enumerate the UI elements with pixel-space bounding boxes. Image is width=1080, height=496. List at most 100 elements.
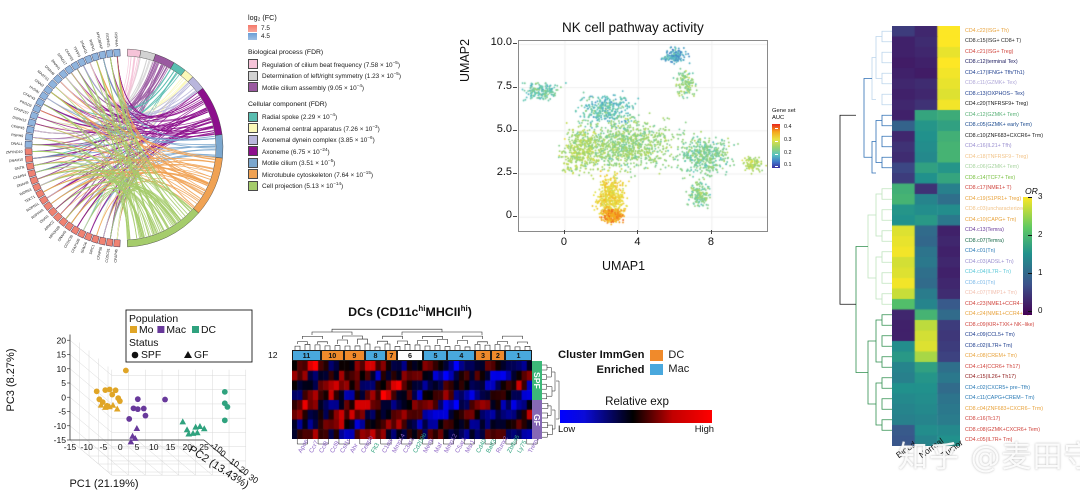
pca-axis-line <box>187 439 230 476</box>
auc-legend-title-1: Gene set <box>772 108 796 114</box>
immgen-legend-text: Cluster ImmGen Enriched <box>558 348 644 378</box>
pca-axis-line <box>120 439 163 476</box>
dendrogram-branch <box>881 377 892 389</box>
dendrogram-branch <box>401 439 413 445</box>
umap-ytick: 5.0 <box>496 122 512 135</box>
chord-ribbon <box>32 92 198 152</box>
dendrogram-branch <box>871 57 876 100</box>
dendrogram-branch <box>394 346 401 350</box>
dendrogram-branch <box>542 431 548 438</box>
chord-ribbon <box>89 62 164 231</box>
pca-xtick: 10 <box>149 442 159 452</box>
chord-ribbon <box>37 159 214 180</box>
cc-label: Microtubule cytoskeleton (7.64 × 10−15) <box>262 169 374 179</box>
dendrogram-branch <box>397 340 408 344</box>
or-tick-label: 0 <box>1038 306 1043 315</box>
umap-xtick: 0 <box>560 236 567 248</box>
chord-ribbon <box>77 185 181 227</box>
chord-gene-tick <box>24 140 33 148</box>
pca-point <box>109 401 117 408</box>
cluster-immgen-line2: Enriched <box>596 364 645 377</box>
chord-ribbon <box>89 56 132 105</box>
auc-tick-label: 0.1 <box>784 162 792 169</box>
dendrogram-branch <box>514 346 521 350</box>
chord-gene-label: MYCBPAP <box>95 32 103 50</box>
chord-gene-label: ZMYND10 <box>6 150 23 155</box>
pca-xtick: 5 <box>135 442 140 452</box>
chord-ribbon <box>37 170 145 238</box>
cc-item: Axonemal dynein complex (3.85 × 10−6) <box>248 134 456 145</box>
or-row-label: CD4.c04(IL7R− Tn) <box>965 269 1011 276</box>
dendrogram-branch <box>526 439 538 445</box>
pca-point <box>221 417 228 424</box>
dendrogram-branch <box>494 344 501 350</box>
chord-ribbon <box>55 180 180 222</box>
dc-status-bar: SPF GF <box>532 361 542 439</box>
dendrogram-branch <box>867 214 876 279</box>
chord-gene-tick <box>47 206 58 217</box>
pca-xtick: -10 <box>81 442 94 452</box>
dendrogram-branch <box>881 188 892 200</box>
dendrogram-branch <box>401 331 483 335</box>
chord-ribbon <box>77 69 156 234</box>
chord-gene-label: DNAH1 <box>50 59 61 71</box>
umap-panel: NK cell pathway activity 10.0 7.5 5.0 2.5 0 0… <box>452 4 848 304</box>
or-row-label: CD8.c13(OXPHOS− Tex) <box>965 90 1025 97</box>
cc-swatch <box>248 146 258 157</box>
dendrogram-branch <box>552 371 556 392</box>
chord-gene-label: CFAP53 <box>64 48 74 62</box>
or-row-label: CD8.c05(GZMK+ early Tem) <box>965 122 1032 129</box>
chord-diagram: CFAP45 CCDC81 CFAP58 DRC1 SPAG6 CFAP100 CCDC39… <box>6 16 240 288</box>
dc-title-mid: MHCII <box>425 305 461 320</box>
immgen-mac-row: Mac <box>650 363 689 375</box>
dendrogram-branch <box>404 344 411 350</box>
dendrogram-branch <box>881 72 892 85</box>
chord-ribbon <box>37 116 184 219</box>
log2fc-low-row: 4.5 <box>248 33 456 40</box>
dendrogram-branch <box>547 367 552 378</box>
chord-gene-tick <box>27 169 37 178</box>
dendrogram-branch <box>881 398 892 410</box>
bp-item: Determination of left/right symmetry (1.… <box>248 70 456 81</box>
dendrogram-branch <box>547 424 553 435</box>
bp-swatch <box>248 59 258 70</box>
or-row-label: CD4.c05(IL7R+ Tm) <box>965 437 1013 444</box>
pca-axis-line <box>69 354 112 390</box>
dc-status-block: GF <box>532 400 542 439</box>
dendrogram-branch <box>384 343 391 350</box>
dendrogram-branch <box>875 120 882 163</box>
dendrogram-branch <box>871 141 876 174</box>
pca-point <box>102 387 109 393</box>
dc-title-main: DCs (CD11c <box>348 305 419 320</box>
or-row-label: CD4.c24(NME1+CCR4+ T) <box>965 311 1030 318</box>
dendrogram-branch <box>424 345 431 350</box>
pca-axis-line <box>153 439 196 476</box>
pca-legend-spf-label: SPF <box>141 350 161 361</box>
dendrogram-branch <box>881 272 892 284</box>
or-row-label: CD8.c10(ZNF683+CXCR6+ Trm) <box>965 132 1044 139</box>
pca-xtick: 20 <box>182 442 192 452</box>
chord-gene-tick <box>113 48 121 57</box>
chord-gene-tick <box>77 57 87 68</box>
or-row-label: CD4.c22(ISG+ Th) <box>965 27 1009 34</box>
dc-cluster-block: 3 <box>475 350 491 361</box>
dendrogram-branch <box>542 374 547 380</box>
chord-sector <box>127 208 199 248</box>
pca-point <box>130 405 137 412</box>
dc-cluster-block: 4 <box>447 350 476 361</box>
dendrogram-branch <box>542 383 547 390</box>
log2fc-high-row: 7.5 <box>248 25 456 32</box>
cc-label: Radial spoke (2.29 × 10−4) <box>262 112 338 122</box>
chord-gene-label: TPPP3 <box>72 46 81 58</box>
dendrogram-branch <box>505 439 517 445</box>
dendrogram-branch <box>484 439 496 445</box>
chord-ribbon <box>102 58 216 140</box>
bp-label: Determination of left/right symmetry (1.… <box>262 71 401 81</box>
chord-gene-tick <box>77 228 87 239</box>
chord-ribbon <box>103 58 155 235</box>
chord-ribbon <box>51 171 206 204</box>
umap-ytick: 7.5 <box>496 79 512 92</box>
dendrogram-branch <box>502 335 523 339</box>
pca-axis-line <box>136 439 179 476</box>
dc-cluster-block: 1 <box>505 350 532 361</box>
